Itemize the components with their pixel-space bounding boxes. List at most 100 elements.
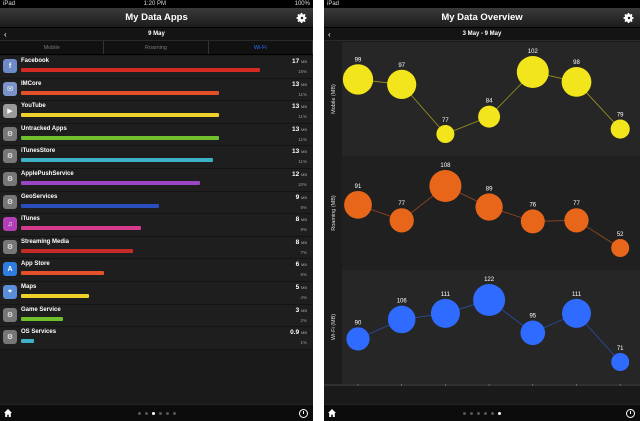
itunes-icon: ♫ (3, 217, 17, 232)
data-label: 77 (573, 201, 580, 207)
series-label: Wi-Fi (MB) (331, 314, 337, 340)
page-dot[interactable] (477, 412, 480, 415)
usage-percent: 5% (300, 272, 307, 278)
data-label: 111 (572, 292, 582, 298)
page-title: My Data Overview (441, 12, 523, 23)
tab-wifi[interactable]: Wi-Fi (208, 41, 313, 54)
data-label: 111 (441, 292, 451, 298)
series-label-panel (324, 270, 342, 384)
time-label: 1:20 PM (143, 1, 166, 7)
usage-amount: 13 MB (291, 80, 307, 88)
data-bubble[interactable] (520, 320, 546, 346)
tab-roaming[interactable]: Roaming (104, 41, 209, 54)
app-row[interactable]: ⚙ GeoServices 9 MB 8% (0, 191, 313, 215)
data-label: 106 (397, 299, 408, 305)
app-name: Maps (21, 283, 37, 290)
data-bubble[interactable] (344, 190, 372, 219)
app-row[interactable]: ⚙ ApplePushService 12 MB 10% (0, 168, 313, 192)
data-bubble[interactable] (610, 119, 630, 139)
usage-bar (21, 316, 63, 321)
data-bubble[interactable] (436, 125, 455, 143)
page-dot[interactable] (151, 412, 155, 415)
page-dot[interactable] (144, 412, 148, 415)
app-row[interactable]: ⚙ Streaming Media 8 MB 7% (0, 236, 313, 260)
data-bubble[interactable] (473, 284, 506, 316)
app-row[interactable]: ⚙ iTunesStore 13 MB 11% (0, 146, 313, 169)
app-name: OS Services (21, 329, 57, 336)
usage-amount: 13 MB (291, 148, 307, 156)
data-label: 95 (529, 314, 536, 320)
data-label: 71 (617, 346, 624, 352)
page-dot[interactable] (158, 412, 162, 415)
usage-amount: 17 MB (291, 58, 307, 65)
usage-amount: 5 MB (295, 283, 307, 291)
page-dot[interactable] (137, 412, 141, 415)
tab-mobile[interactable]: Mobile (0, 41, 105, 54)
usage-bar (21, 339, 34, 344)
app-row[interactable]: ▶ YouTube 13 MB 11% (0, 101, 313, 124)
page-dot[interactable] (172, 412, 176, 415)
app-row[interactable]: ⚙ OS Services 0.9 MB 1% (0, 327, 313, 350)
app-row[interactable]: A App Store 6 MB 5% (0, 259, 313, 282)
data-bubble[interactable] (389, 208, 414, 233)
nav-bar: My Data Overview (324, 8, 640, 28)
usage-percent: 11% (298, 159, 307, 165)
youtube-icon: ▶ (3, 104, 17, 119)
data-bubble[interactable] (429, 170, 462, 202)
data-label: 91 (355, 184, 362, 190)
page-dot[interactable] (470, 412, 473, 415)
clock-icon[interactable] (299, 409, 308, 418)
data-bubble[interactable] (387, 69, 417, 99)
chart-band (324, 42, 640, 156)
home-icon[interactable] (328, 409, 336, 417)
usage-amount: 8 MB (295, 238, 307, 246)
usage-bar (21, 271, 104, 276)
data-bubble[interactable] (430, 298, 460, 328)
back-arrow-icon[interactable]: ‹ (4, 30, 7, 39)
back-arrow-icon[interactable]: ‹ (328, 30, 331, 39)
page-dot[interactable] (498, 412, 501, 415)
data-label: 77 (442, 118, 449, 124)
data-bubble[interactable] (342, 64, 374, 95)
page-dot[interactable] (463, 412, 466, 415)
date-range-bar: ‹ 3 May - 9 May (324, 28, 640, 41)
app-row[interactable]: f Facebook 17 MB 15% (0, 56, 313, 79)
appstore-icon: A (3, 262, 17, 277)
gears-icon: ⚙ (3, 307, 17, 322)
network-tabs: Mobile Roaming Wi-Fi (0, 41, 313, 55)
app-row[interactable]: ♫ iTunes 8 MB 8% (0, 214, 313, 237)
usage-bar (21, 68, 260, 72)
data-bubble[interactable] (561, 67, 592, 97)
data-label: 102 (528, 49, 539, 55)
maps-icon: ⌖ (3, 284, 17, 299)
gear-icon[interactable] (623, 12, 635, 24)
data-bubble[interactable] (520, 209, 545, 234)
data-label: 76 (529, 202, 536, 208)
data-bubble[interactable] (611, 353, 630, 371)
home-icon[interactable] (4, 409, 12, 417)
usage-amount: 13 MB (291, 125, 307, 133)
gear-icon[interactable] (296, 12, 308, 24)
app-row[interactable]: ✉ IMCore 13 MB 11% (0, 78, 313, 102)
app-row[interactable]: ⌖ Maps 5 MB 4% (0, 281, 313, 305)
data-bubble[interactable] (475, 193, 503, 221)
clock-icon[interactable] (626, 409, 635, 418)
page-dot[interactable] (491, 412, 494, 415)
data-bubble[interactable] (516, 56, 549, 88)
usage-percent: 11% (298, 136, 307, 142)
data-bubble[interactable] (346, 327, 370, 351)
data-bubble[interactable] (611, 239, 630, 257)
app-name: YouTube (21, 103, 46, 110)
gears-icon: ⚙ (3, 330, 17, 345)
usage-amount: 12 MB (291, 170, 307, 178)
page-dot[interactable] (165, 412, 169, 415)
data-bubble[interactable] (387, 305, 416, 334)
page-dot[interactable] (484, 412, 487, 415)
data-bubble[interactable] (564, 208, 589, 233)
usage-percent: 4% (300, 294, 307, 300)
data-bubble[interactable] (562, 298, 591, 328)
facebook-icon: f (3, 59, 17, 73)
app-row[interactable]: ⚙ Untracked Apps 13 MB 11% (0, 123, 313, 147)
data-bubble[interactable] (478, 105, 501, 128)
app-row[interactable]: ⚙ Game Service 3 MB 2% (0, 304, 313, 328)
